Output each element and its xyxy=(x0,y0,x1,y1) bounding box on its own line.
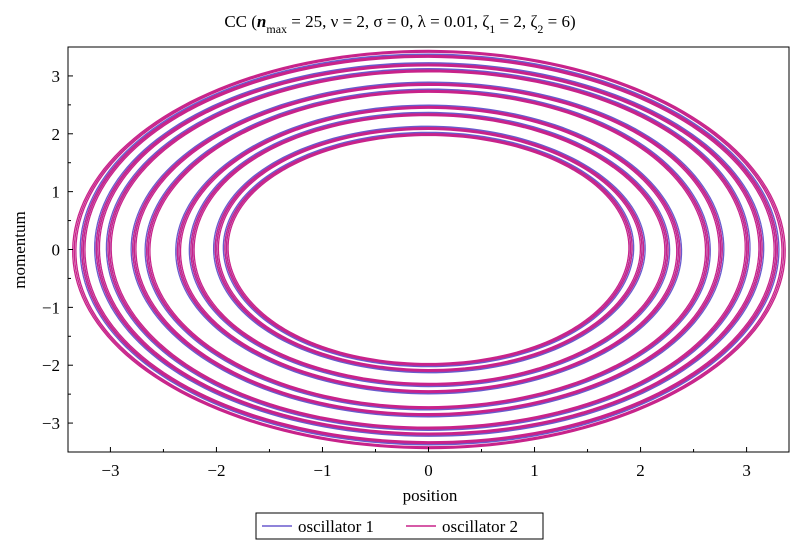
title-rest1: = 25, ν = 2, σ = 0, λ = 0.01, ζ xyxy=(287,12,489,31)
x-tick-label: −3 xyxy=(101,461,119,480)
orbit-line xyxy=(224,133,633,366)
x-tick-label: −2 xyxy=(207,461,225,480)
orbit-line xyxy=(217,128,642,371)
title-zeta1-sub: 1 xyxy=(489,22,495,36)
orbit-line xyxy=(179,107,678,392)
x-tick-label: 0 xyxy=(424,461,433,480)
series-oscillator-2 xyxy=(72,49,786,450)
y-tick-label: 1 xyxy=(52,183,61,202)
legend-label-oscillator-1: oscillator 1 xyxy=(298,517,374,536)
y-tick-label: 2 xyxy=(52,125,61,144)
x-tick-label: 1 xyxy=(530,461,539,480)
orbit-line xyxy=(144,88,711,411)
orbit-line xyxy=(81,54,778,445)
x-axis-title: position xyxy=(403,486,458,505)
orbit-line xyxy=(149,91,707,408)
orbit-line xyxy=(110,71,746,428)
orbit-line xyxy=(133,83,722,416)
legend-box xyxy=(255,512,544,540)
x-tick-label: −1 xyxy=(313,461,331,480)
orbit-line xyxy=(82,55,777,444)
y-tick-label: −3 xyxy=(42,414,60,433)
y-tick-label: 3 xyxy=(52,67,61,86)
chart-title: CC (nmax = 25, ν = 2, σ = 0, λ = 0.01, ζ… xyxy=(224,12,575,36)
y-tick-label: −1 xyxy=(42,298,60,317)
orbit-line xyxy=(98,65,760,434)
orbit-line xyxy=(105,68,751,431)
orbit-line xyxy=(84,56,775,443)
x-tick-label: 2 xyxy=(636,461,645,480)
orbit-line xyxy=(212,125,646,374)
y-axis-title: momentum xyxy=(10,211,29,288)
orbit-line xyxy=(214,127,645,372)
orbit-line xyxy=(191,114,668,385)
orbit-line xyxy=(216,127,643,372)
axis-ticks: −3 −2 −1 0 1 2 3 3 2 1 0 −1 −2 −3 xyxy=(42,67,751,480)
orbit-line xyxy=(94,62,765,437)
orbit-line xyxy=(193,114,666,385)
title-rest2: = 2, ζ xyxy=(495,12,537,31)
orbit-line xyxy=(107,69,750,430)
orbit-line xyxy=(79,53,780,446)
orbit-line xyxy=(227,134,630,365)
orbit-line xyxy=(97,64,762,435)
y-tick-label: 0 xyxy=(52,241,61,260)
orbit-line xyxy=(222,131,635,368)
title-zeta2-sub: 2 xyxy=(537,22,543,36)
orbit-line xyxy=(95,63,763,436)
orbit-line xyxy=(132,82,723,417)
orbit-line xyxy=(178,106,679,393)
data-curves xyxy=(72,49,786,450)
orbit-line xyxy=(108,70,748,429)
orbit-line xyxy=(146,89,710,410)
orbit-line xyxy=(108,69,748,430)
legend: oscillator 1 oscillator 2 xyxy=(255,512,544,540)
orbit-line xyxy=(130,81,725,418)
title-n-sub: max xyxy=(266,22,287,36)
orbit-line xyxy=(176,105,681,394)
orbit-line xyxy=(73,50,785,449)
orbit-line xyxy=(225,133,632,366)
orbit-line xyxy=(75,51,783,448)
orbit-line xyxy=(147,90,708,409)
legend-label-oscillator-2: oscillator 2 xyxy=(442,517,518,536)
orbit-line xyxy=(135,84,720,415)
orbit-line xyxy=(190,113,669,386)
orbit-line xyxy=(175,104,683,395)
y-tick-label: −2 xyxy=(42,356,60,375)
title-prefix: CC ( xyxy=(224,12,257,31)
x-tick-label: 3 xyxy=(742,461,751,480)
orbit-line xyxy=(188,111,671,388)
title-n: n xyxy=(257,12,266,31)
title-rest3: = 6) xyxy=(543,12,575,31)
